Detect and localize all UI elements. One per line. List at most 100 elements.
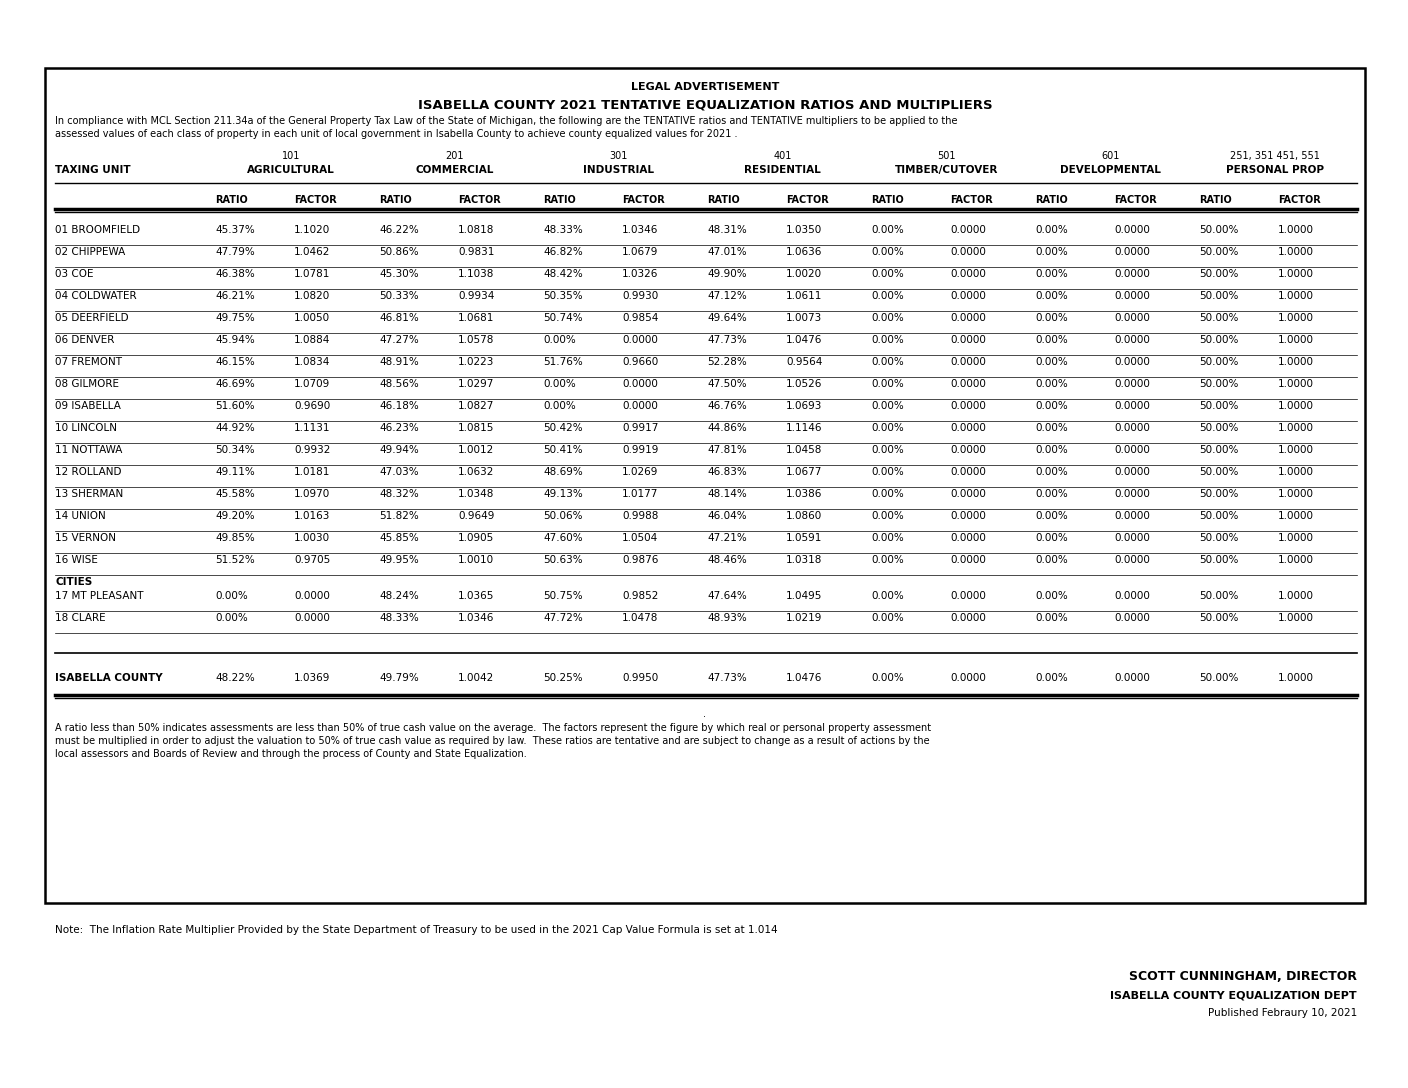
Text: must be multiplied in order to adjust the valuation to 50% of true cash value as: must be multiplied in order to adjust th…	[55, 735, 929, 746]
Text: ISABELLA COUNTY 2021 TENTATIVE EQUALIZATION RATIOS AND MULTIPLIERS: ISABELLA COUNTY 2021 TENTATIVE EQUALIZAT…	[418, 98, 993, 111]
Text: 11 NOTTAWA: 11 NOTTAWA	[55, 445, 122, 455]
Text: 49.94%: 49.94%	[379, 445, 420, 455]
Text: INDUSTRIAL: INDUSTRIAL	[583, 165, 655, 175]
Text: 0.9932: 0.9932	[294, 445, 331, 455]
Text: 50.86%: 50.86%	[379, 247, 418, 257]
Text: 0.00%: 0.00%	[215, 591, 248, 602]
Text: 0.0000: 0.0000	[1114, 672, 1150, 683]
Text: 0.00%: 0.00%	[872, 489, 904, 499]
Text: RATIO: RATIO	[543, 195, 576, 205]
Text: 50.06%: 50.06%	[543, 511, 583, 521]
Text: .: .	[704, 709, 707, 719]
Text: 1.0709: 1.0709	[294, 379, 331, 390]
Text: 0.0000: 0.0000	[950, 591, 986, 602]
Text: local assessors and Boards of Review and through the process of County and State: local assessors and Boards of Review and…	[55, 749, 527, 759]
Text: FACTOR: FACTOR	[950, 195, 993, 205]
Text: 47.60%: 47.60%	[543, 533, 583, 543]
Text: 50.25%: 50.25%	[543, 672, 583, 683]
Text: 0.00%: 0.00%	[872, 614, 904, 623]
Text: 0.0000: 0.0000	[950, 290, 986, 301]
Text: 0.0000: 0.0000	[950, 313, 986, 323]
Text: 0.00%: 0.00%	[872, 467, 904, 477]
Text: 0.0000: 0.0000	[950, 467, 986, 477]
Text: 1.0369: 1.0369	[294, 672, 331, 683]
Text: 1.0636: 1.0636	[786, 247, 822, 257]
Text: FACTOR: FACTOR	[458, 195, 501, 205]
Text: 48.93%: 48.93%	[707, 614, 748, 623]
Text: 48.32%: 48.32%	[379, 489, 420, 499]
Text: 09 ISABELLA: 09 ISABELLA	[55, 401, 121, 411]
Text: 0.00%: 0.00%	[1035, 467, 1069, 477]
Text: 50.00%: 50.00%	[1200, 379, 1239, 390]
Text: 1.0073: 1.0073	[786, 313, 822, 323]
Text: 0.00%: 0.00%	[1035, 489, 1069, 499]
Text: 0.0000: 0.0000	[1114, 423, 1150, 433]
Text: 50.00%: 50.00%	[1200, 445, 1239, 455]
Text: 1.0181: 1.0181	[294, 467, 331, 477]
Text: 05 DEERFIELD: 05 DEERFIELD	[55, 313, 128, 323]
Text: 1.0000: 1.0000	[1278, 401, 1314, 411]
Text: 1.0820: 1.0820	[294, 290, 331, 301]
Text: 46.38%: 46.38%	[215, 269, 255, 279]
Text: 0.0000: 0.0000	[950, 379, 986, 390]
Text: 50.75%: 50.75%	[543, 591, 583, 602]
Text: 49.64%: 49.64%	[707, 313, 748, 323]
Text: 51.60%: 51.60%	[215, 401, 255, 411]
Text: 1.0000: 1.0000	[1278, 672, 1314, 683]
Text: 50.00%: 50.00%	[1200, 401, 1239, 411]
Text: 50.41%: 50.41%	[543, 445, 583, 455]
Text: 06 DENVER: 06 DENVER	[55, 335, 114, 345]
Text: 50.00%: 50.00%	[1200, 423, 1239, 433]
Text: 0.9660: 0.9660	[622, 357, 659, 367]
Text: FACTOR: FACTOR	[294, 195, 337, 205]
Text: 1.0163: 1.0163	[294, 511, 331, 521]
Text: 1.0476: 1.0476	[786, 672, 822, 683]
Text: 17 MT PLEASANT: 17 MT PLEASANT	[55, 591, 144, 602]
Text: 1.0348: 1.0348	[458, 489, 494, 499]
Text: 101: 101	[282, 151, 300, 161]
Text: 0.00%: 0.00%	[872, 357, 904, 367]
Text: 0.00%: 0.00%	[872, 445, 904, 455]
Text: 45.94%: 45.94%	[215, 335, 255, 345]
Text: 0.00%: 0.00%	[872, 247, 904, 257]
Text: 47.73%: 47.73%	[707, 335, 748, 345]
Text: RATIO: RATIO	[215, 195, 248, 205]
Text: 52.28%: 52.28%	[707, 357, 748, 367]
Text: 0.0000: 0.0000	[950, 672, 986, 683]
Text: 0.00%: 0.00%	[872, 290, 904, 301]
Text: 49.85%: 49.85%	[215, 533, 255, 543]
Text: 0.00%: 0.00%	[872, 423, 904, 433]
Text: 0.0000: 0.0000	[950, 401, 986, 411]
Text: 0.0000: 0.0000	[950, 555, 986, 565]
Text: 0.00%: 0.00%	[872, 225, 904, 235]
Text: 0.0000: 0.0000	[950, 423, 986, 433]
Text: 0.0000: 0.0000	[1114, 489, 1150, 499]
Text: 0.00%: 0.00%	[872, 511, 904, 521]
Text: 50.00%: 50.00%	[1200, 247, 1239, 257]
Text: 46.76%: 46.76%	[707, 401, 748, 411]
Text: 1.0000: 1.0000	[1278, 269, 1314, 279]
Text: 1.0297: 1.0297	[458, 379, 494, 390]
Text: 0.00%: 0.00%	[543, 379, 576, 390]
Text: 0.00%: 0.00%	[1035, 335, 1069, 345]
Text: 1.1038: 1.1038	[458, 269, 494, 279]
Text: 1.0350: 1.0350	[786, 225, 822, 235]
Text: 0.9950: 0.9950	[622, 672, 659, 683]
Text: 0.0000: 0.0000	[1114, 445, 1150, 455]
Text: 1.0346: 1.0346	[622, 225, 659, 235]
Text: 1.0000: 1.0000	[1278, 313, 1314, 323]
Text: 50.00%: 50.00%	[1200, 467, 1239, 477]
Text: 0.00%: 0.00%	[872, 269, 904, 279]
Text: 15 VERNON: 15 VERNON	[55, 533, 115, 543]
Text: CITIES: CITIES	[55, 577, 93, 588]
Text: 1.0386: 1.0386	[786, 489, 822, 499]
Text: 0.0000: 0.0000	[1114, 467, 1150, 477]
Text: Note:  The Inflation Rate Multiplier Provided by the State Department of Treasur: Note: The Inflation Rate Multiplier Prov…	[55, 925, 777, 935]
Text: 0.0000: 0.0000	[1114, 511, 1150, 521]
Text: 01 BROOMFIELD: 01 BROOMFIELD	[55, 225, 141, 235]
Text: 1.0905: 1.0905	[458, 533, 494, 543]
Text: 0.00%: 0.00%	[1035, 379, 1069, 390]
Text: 46.04%: 46.04%	[707, 511, 748, 521]
Text: TIMBER/CUTOVER: TIMBER/CUTOVER	[895, 165, 998, 175]
Text: TAXING UNIT: TAXING UNIT	[55, 165, 131, 175]
